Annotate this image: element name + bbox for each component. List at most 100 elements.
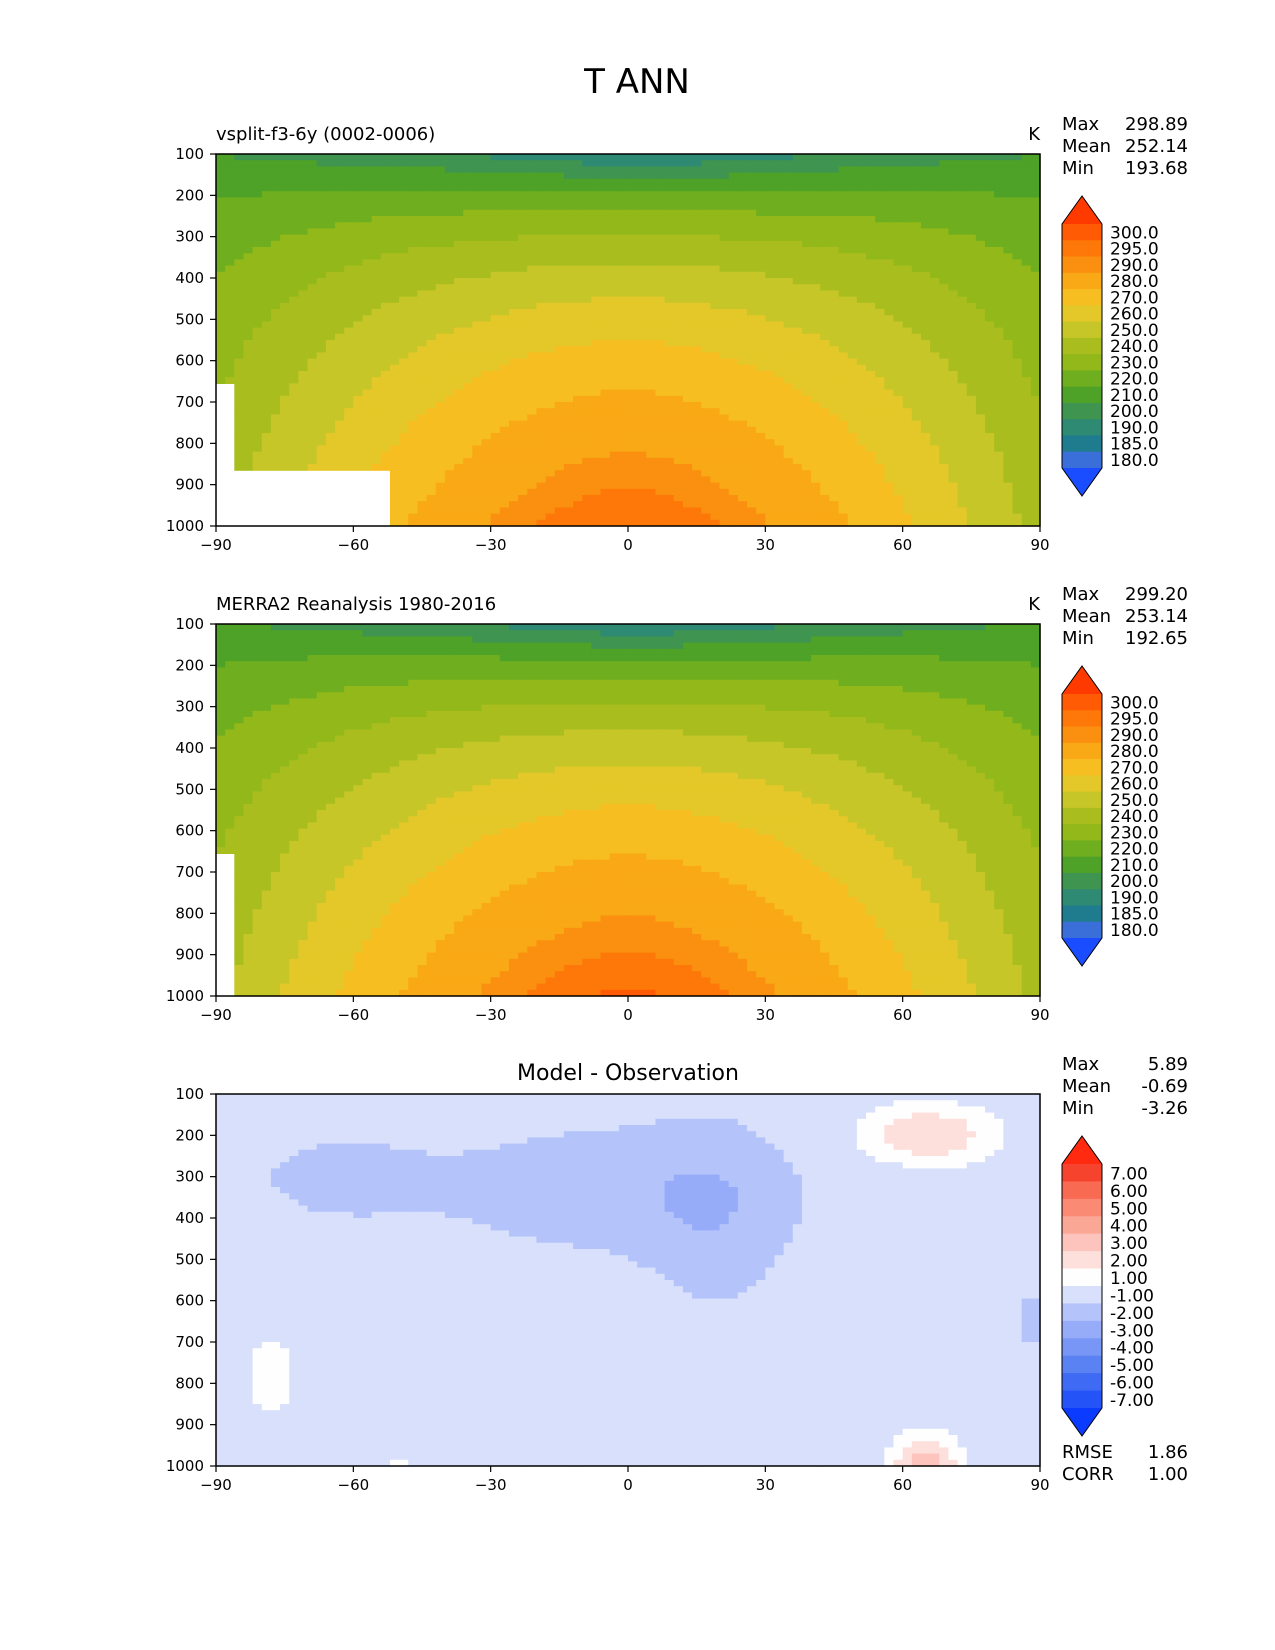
- contour-cell: [975, 222, 986, 229]
- contour-cell: [252, 160, 263, 167]
- contour-cell: [335, 228, 345, 236]
- contour-cell: [582, 197, 592, 205]
- contour-cell: [838, 160, 849, 167]
- contour-cell: [353, 315, 364, 322]
- contour-cell: [426, 302, 437, 310]
- contour-cell: [454, 278, 464, 285]
- contour-cell: [554, 197, 565, 205]
- contour-cell: [747, 495, 757, 502]
- contour-cell: [893, 371, 904, 378]
- contour-cell: [838, 420, 849, 428]
- contour-cell: [426, 271, 437, 279]
- contour-cell: [573, 278, 583, 285]
- contour-cell: [994, 482, 1004, 490]
- contour-cell: [902, 501, 913, 508]
- contour-cell: [609, 228, 620, 236]
- contour-cell: [710, 271, 721, 279]
- contour-cell: [710, 178, 721, 186]
- contour-cell: [747, 383, 757, 391]
- contour-cell: [957, 290, 968, 298]
- contour-cell: [673, 203, 684, 211]
- contour-cell: [911, 433, 922, 440]
- contour-cell: [618, 426, 629, 434]
- contour-cell: [801, 402, 812, 409]
- contour-cell: [719, 476, 730, 484]
- contour-cell: [399, 234, 409, 242]
- contour-cell: [508, 358, 519, 366]
- contour-cell: [856, 240, 867, 248]
- contour-cell: [838, 265, 849, 273]
- contour-cell: [911, 346, 922, 353]
- contour-cell: [774, 240, 785, 248]
- contour-cell: [335, 433, 345, 440]
- contour-cell: [939, 259, 950, 267]
- contour-cell: [902, 247, 913, 254]
- contour-cell: [499, 154, 510, 161]
- contour-cell: [371, 340, 382, 347]
- contour-cell: [380, 290, 391, 298]
- contour-cell: [664, 309, 675, 316]
- contour-cell: [371, 271, 382, 279]
- contour-cell: [747, 501, 757, 508]
- contour-cell: [573, 271, 583, 279]
- contour-cell: [463, 501, 473, 508]
- contour-cell: [573, 296, 583, 304]
- contour-cell: [930, 352, 940, 360]
- contour-cell: [893, 259, 904, 267]
- contour-cell: [975, 501, 986, 508]
- contour-cell: [994, 377, 1004, 384]
- contour-cell: [884, 433, 895, 440]
- contour-cell: [463, 172, 473, 180]
- contour-cell: [866, 259, 876, 267]
- contour-cell: [325, 340, 336, 347]
- contour-cell: [472, 507, 483, 515]
- contour-cell: [893, 408, 904, 415]
- contour-cell: [554, 284, 565, 291]
- contour-cell: [426, 377, 437, 384]
- contour-cell: [637, 278, 647, 285]
- contour-cell: [820, 395, 831, 403]
- contour-cell: [774, 315, 785, 322]
- contour-cell: [225, 271, 235, 279]
- contour-cell: [518, 216, 528, 223]
- contour-cell: [985, 271, 995, 279]
- contour-cell: [856, 501, 867, 508]
- contour-cell: [335, 284, 345, 291]
- contour-cell: [252, 203, 263, 211]
- contour-cell: [389, 253, 400, 260]
- contour-cell: [646, 451, 657, 459]
- contour-cell: [490, 290, 501, 298]
- contour-cell: [847, 433, 858, 440]
- contour-cell: [591, 358, 602, 366]
- contour-cell: [655, 395, 666, 403]
- contour-cell: [811, 333, 821, 341]
- contour-cell: [499, 197, 510, 205]
- contour-cell: [884, 464, 895, 471]
- contour-cell: [792, 352, 803, 360]
- contour-cell: [618, 278, 629, 285]
- contour-cell: [692, 240, 702, 248]
- contour-cell: [966, 160, 977, 167]
- contour-cell: [673, 426, 684, 434]
- contour-cell: [545, 253, 556, 260]
- contour-cell: [307, 185, 318, 192]
- contour-cell: [701, 420, 711, 428]
- contour-cell: [628, 222, 638, 229]
- contour-cell: [994, 321, 1004, 329]
- contour-cell: [985, 389, 995, 397]
- contour-cell: [481, 488, 492, 496]
- contour-cell: [673, 488, 684, 496]
- contour-cell: [280, 364, 290, 372]
- contour-cell: [930, 222, 940, 229]
- contour-cell: [985, 507, 995, 515]
- contour-cell: [435, 445, 446, 453]
- contour-cell: [747, 309, 757, 316]
- contour-cell: [930, 209, 940, 217]
- contour-cell: [801, 395, 812, 403]
- contour-cell: [417, 513, 428, 521]
- contour-cell: [765, 476, 776, 484]
- contour-cell: [801, 284, 812, 291]
- contour-cell: [847, 160, 858, 167]
- contour-cell: [765, 433, 776, 440]
- contour-cell: [463, 234, 473, 242]
